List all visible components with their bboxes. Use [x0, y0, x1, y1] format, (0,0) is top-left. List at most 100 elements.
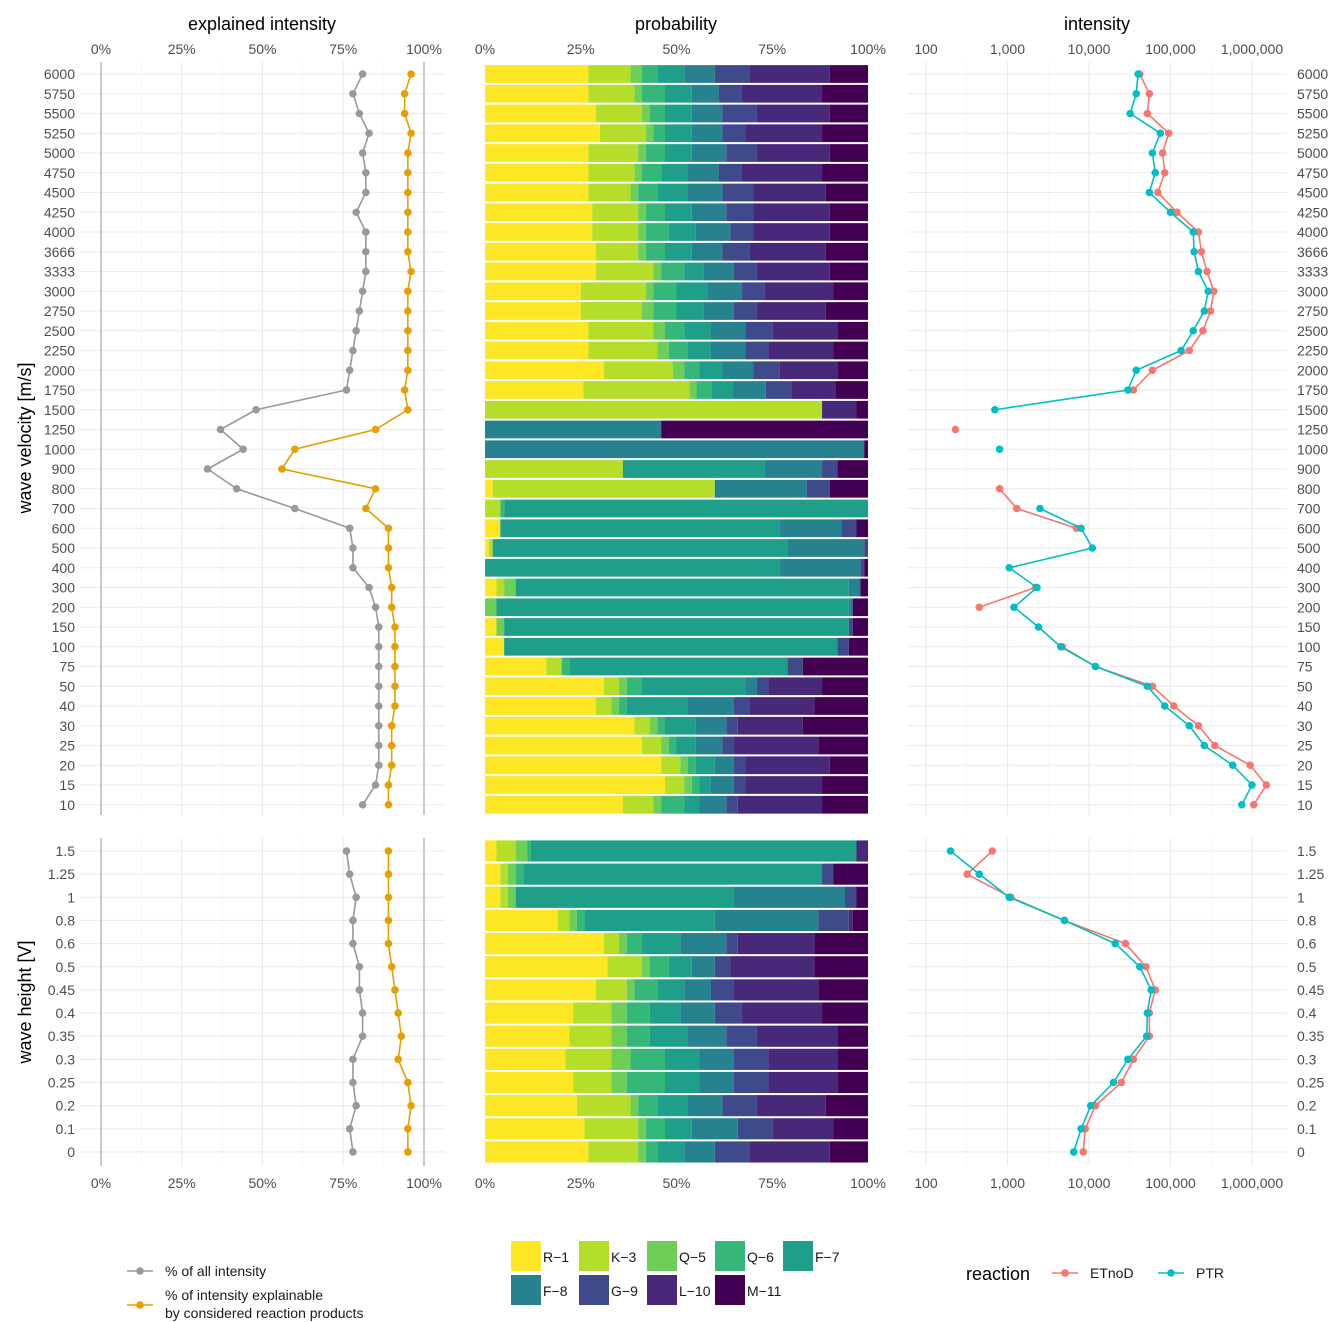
explained-point-1: [404, 1078, 412, 1087]
explained-point-1: [384, 781, 393, 789]
bar-segment-velocity-G−9: [745, 321, 773, 340]
y-tick-label-left: 30: [59, 718, 75, 734]
bar-segment-velocity-M−11: [856, 400, 868, 419]
bar-segment-velocity-Q−6: [645, 144, 666, 162]
bar-segment-velocity-F−7: [676, 282, 708, 301]
bar-segment-height-Q−6: [634, 979, 658, 1001]
middle-x-tick-label: 75%: [758, 1175, 786, 1191]
bar-segment-velocity-F−7: [665, 124, 692, 143]
bar-segment-velocity-F−8: [691, 124, 723, 143]
intensity-point-PTR: [1086, 1101, 1095, 1110]
bar-segment-velocity-F−7: [515, 578, 849, 597]
intensity-point-ETnoD: [1199, 326, 1207, 335]
y-tick-label-right: 5500: [1297, 106, 1328, 122]
bar-segment-velocity-F−7: [485, 558, 780, 577]
bar-segment-height-G−9: [714, 1002, 742, 1024]
bar-segment-height-G−9: [822, 863, 834, 885]
bar-segment-velocity-G−9: [733, 776, 746, 794]
bar-segment-velocity-K−3: [596, 242, 639, 261]
bar-segment-velocity-R−1: [485, 539, 489, 557]
bar-segment-velocity-K−3: [596, 104, 643, 123]
legend-label-Q−6: Q−6: [747, 1249, 774, 1265]
explained-point-0: [345, 870, 354, 878]
intensity-point-ETnoD: [951, 425, 960, 434]
bar-segment-height-G−9: [714, 956, 731, 978]
bar-segment-height-Q−6: [630, 1048, 666, 1070]
y-tick-label-left: 1500: [44, 402, 75, 418]
bar-segment-height-K−3: [588, 1141, 639, 1163]
y-tick-label-left: 5500: [44, 106, 75, 122]
bar-segment-velocity-F−7: [626, 697, 688, 715]
bar-segment-velocity-G−9: [718, 84, 742, 103]
bar-segment-velocity-Q−5: [634, 163, 643, 182]
bar-segment-velocity-Q−6: [645, 203, 666, 222]
bar-segment-velocity-Q−6: [653, 282, 677, 301]
intensity-point-PTR: [1034, 623, 1043, 631]
left-x-tick-label: 100%: [406, 41, 442, 57]
bar-segment-velocity-F−7: [684, 795, 700, 814]
bar-segment-velocity-R−1: [485, 65, 589, 83]
bar-segment-velocity-F−8: [691, 203, 727, 222]
bar-segment-velocity-F−8: [687, 163, 719, 182]
bar-segment-height-F−7: [515, 886, 734, 908]
bar-segment-velocity-G−9: [733, 302, 757, 320]
bar-segment-height-K−3: [607, 956, 643, 978]
legend-swatch-Q−6: [715, 1241, 745, 1271]
intensity-point-PTR: [1189, 326, 1198, 335]
bar-segment-velocity-F−8: [779, 558, 861, 577]
bar-segment-velocity-K−3: [603, 361, 673, 380]
bar-segment-height-Q−5: [626, 979, 635, 1001]
explained-point-0: [252, 405, 260, 414]
explained-point-0: [374, 682, 383, 691]
explained-point-0: [239, 445, 247, 454]
legend-title-reaction: reaction: [966, 1264, 1030, 1284]
y-tick-label-right: 40: [1297, 698, 1313, 714]
bar-segment-velocity-M−11: [814, 697, 868, 715]
legend-label-G−9: G−9: [611, 1283, 638, 1299]
middle-x-tick-label: 0%: [475, 41, 495, 57]
intensity-point-PTR: [1200, 741, 1209, 750]
explained-point-1: [384, 563, 393, 572]
y-tick-label-left: 2500: [44, 323, 75, 339]
intensity-point-PTR: [1132, 89, 1141, 98]
explained-point-1: [400, 109, 409, 118]
explained-point-0: [349, 544, 357, 552]
intensity-point-ETnoD: [1170, 702, 1178, 710]
bar-segment-velocity-R−1: [485, 163, 589, 182]
bar-segment-height-Q−6: [626, 1002, 650, 1024]
bar-segment-velocity-G−9: [787, 657, 803, 676]
marks-layer: [203, 65, 1271, 1163]
legend-label-F−7: F−7: [815, 1249, 840, 1265]
y-tick-label-right: 0.1: [1297, 1121, 1317, 1137]
bar-segment-velocity-L−10: [753, 223, 830, 241]
bar-segment-height-F−7: [530, 840, 857, 862]
bar-segment-velocity-F−8: [848, 578, 861, 597]
bar-segment-velocity-K−3: [583, 381, 690, 399]
bar-segment-velocity-Q−6: [668, 341, 688, 360]
y-tick-label-right: 100: [1297, 639, 1321, 655]
explained-point-1: [404, 366, 412, 375]
explained-point-1: [404, 307, 412, 315]
intensity-point-PTR: [1005, 893, 1014, 902]
bar-segment-velocity-M−11: [837, 361, 868, 380]
bar-segment-velocity-L−10: [745, 124, 823, 143]
bar-segment-velocity-G−9: [730, 223, 754, 241]
intensity-point-PTR: [1142, 1032, 1151, 1040]
bar-segment-velocity-G−9: [733, 262, 757, 281]
right-x-tick-label: 100: [914, 41, 938, 57]
bar-segment-velocity-K−3: [588, 163, 635, 182]
bar-segment-velocity-Q−5: [661, 736, 669, 755]
bar-segment-velocity-R−1: [485, 183, 589, 202]
intensity-point-PTR: [1204, 287, 1212, 296]
explained-point-1: [404, 168, 412, 177]
bar-segment-velocity-F−8: [787, 539, 865, 557]
y-axis-title-height: wave height [V]: [15, 940, 35, 1064]
bar-segment-velocity-G−9: [756, 677, 769, 696]
bar-segment-velocity-L−10: [741, 84, 823, 103]
bar-segment-velocity-K−3: [588, 65, 631, 83]
left-x-tick-label: 100%: [406, 1175, 442, 1191]
bar-segment-height-F−8: [680, 1002, 715, 1024]
explained-point-0: [349, 346, 357, 355]
explained-point-0: [358, 1009, 367, 1017]
bar-segment-velocity-L−10: [737, 716, 803, 735]
